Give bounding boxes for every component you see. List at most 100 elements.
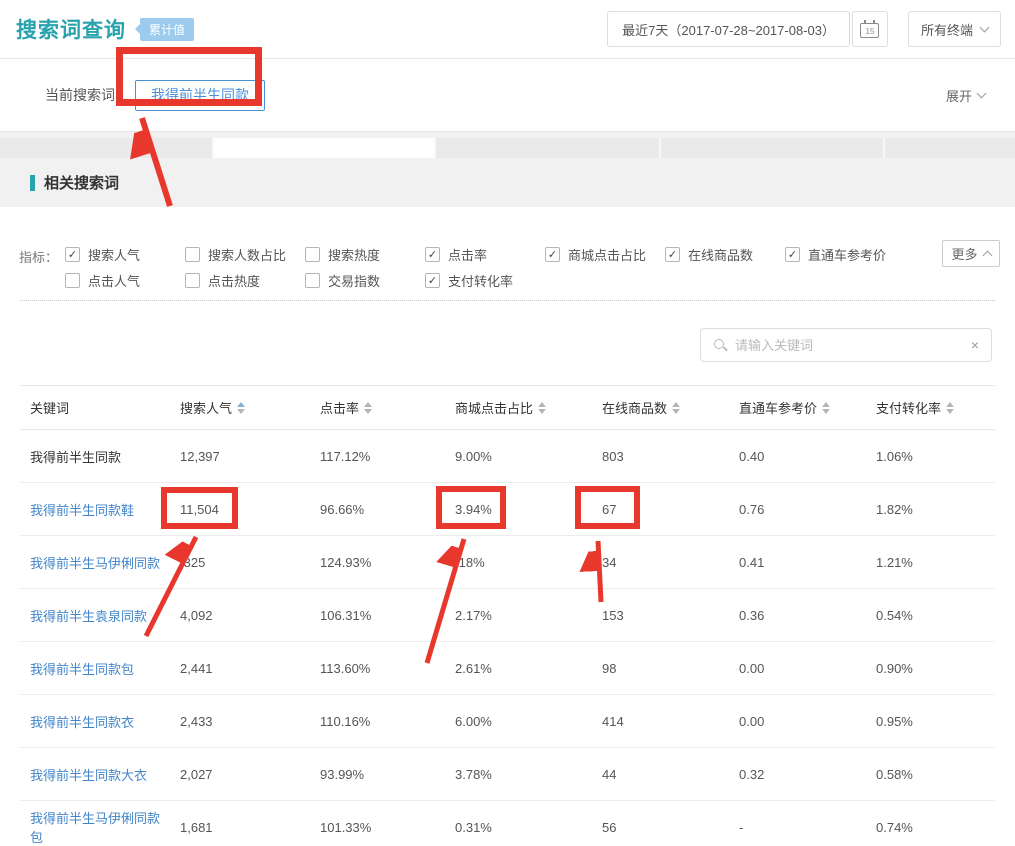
keyword-search-box: × <box>700 328 992 362</box>
metric-label: 交易指数 <box>328 274 381 289</box>
keyword-cell[interactable]: 我得前半生同款大衣 <box>20 747 170 801</box>
section-title-text: 相关搜索词 <box>44 175 120 192</box>
checkbox[interactable]: ✓ <box>65 247 80 262</box>
keyword-cell[interactable]: 我得前半生同款包 <box>20 641 170 695</box>
value-cell: 44 <box>592 747 729 801</box>
strip-tab[interactable] <box>661 138 885 158</box>
metric-label: 支付转化率 <box>448 274 514 289</box>
checkbox[interactable]: ✓ <box>665 247 680 262</box>
strip-tab[interactable] <box>885 138 1015 158</box>
value-cell: 0.41 <box>729 535 866 589</box>
clear-search-icon[interactable]: × <box>970 337 979 353</box>
related-search-terms-table: 关键词 搜索人气 点击率 商城点击占比 在线商品数 直通车参考价 支付转化率 我得前半生同款… <box>20 385 995 846</box>
divider <box>20 300 995 301</box>
metric-label: 点击率 <box>448 248 488 263</box>
metrics-row-1: ✓ 搜索人气 搜索人数占比 搜索热度 ✓ 点击率 ✓ 商城点击占比 ✓ 在线商品数 ✓ 直通车参考价 <box>65 245 935 264</box>
checkbox[interactable]: ✓ <box>545 247 560 262</box>
keyword-tab-button[interactable]: 我得前半生同款 <box>135 79 265 111</box>
checkbox[interactable]: ✓ <box>425 247 440 262</box>
value-cell: 153 <box>592 588 729 642</box>
metrics-label: 指标： <box>19 250 59 265</box>
value-cell: 1,681 <box>170 800 310 846</box>
strip-tab-selected[interactable] <box>214 138 436 158</box>
calendar-button[interactable]: 15 <box>851 11 888 47</box>
checkbox[interactable] <box>65 273 80 288</box>
table-row: 我得前半生同款 12,397 117.12% 9.00% 803 0.40 1.06% <box>20 429 995 483</box>
metrics-row-2: 点击人气 点击热度 交易指数 ✓ 支付转化率 <box>65 271 935 290</box>
section-title: 相关搜索词 <box>30 172 119 193</box>
keyword-cell[interactable]: 我得前半生马伊俐同款 <box>20 535 170 589</box>
table-row: 我得前半生马伊俐同款 ,325 124.93% .18% 34 0.41 1.21% <box>20 535 995 589</box>
sort-icon[interactable] <box>822 401 831 414</box>
checkbox[interactable] <box>185 273 200 288</box>
column-header-label: 商城点击占比 <box>455 401 534 416</box>
metric-item: ✓ 搜索人气 <box>65 245 185 264</box>
column-header-label: 支付转化率 <box>876 401 942 416</box>
value-cell: 2,027 <box>170 747 310 801</box>
sort-icon[interactable] <box>538 401 547 414</box>
metric-item: ✓ 直通车参考价 <box>785 245 905 264</box>
value-cell: 0.36 <box>729 588 866 642</box>
table-row: 我得前半生同款包 2,441 113.60% 2.61% 98 0.00 0.90% <box>20 641 995 695</box>
value-cell: 3.78% <box>445 747 592 801</box>
value-cell: 1.06% <box>866 429 995 483</box>
metric-item: 点击人气 <box>65 271 185 290</box>
value-cell: 0.74% <box>866 800 995 846</box>
column-header-label: 直通车参考价 <box>739 401 818 416</box>
value-cell: 124.93% <box>310 535 445 589</box>
checkbox[interactable] <box>185 247 200 262</box>
keyword-search-input[interactable] <box>735 337 971 353</box>
value-cell: 106.31% <box>310 588 445 642</box>
value-cell: 113.60% <box>310 641 445 695</box>
keyword-cell[interactable]: 我得前半生同款衣 <box>20 694 170 748</box>
metric-item: 搜索人数占比 <box>185 245 305 264</box>
strip-tab[interactable] <box>436 138 661 158</box>
column-header-label: 搜索人气 <box>180 401 233 416</box>
value-cell: 0.76 <box>729 482 866 536</box>
checkbox[interactable] <box>305 273 320 288</box>
value-cell: 0.90% <box>866 641 995 695</box>
metric-label: 搜索人气 <box>88 248 141 263</box>
section-title-bar <box>30 174 35 191</box>
value-cell: 98 <box>592 641 729 695</box>
metric-item: ✓ 商城点击占比 <box>545 245 665 264</box>
metric-label: 搜索人数占比 <box>208 248 287 263</box>
page-title: 搜索词查询 <box>16 19 126 42</box>
keyword-cell: 我得前半生同款 <box>20 429 170 483</box>
sort-icon[interactable] <box>237 401 246 414</box>
value-cell: 9.00% <box>445 429 592 483</box>
current-search-term-label: 当前搜索词 <box>45 87 115 103</box>
chevron-down-icon <box>976 88 987 99</box>
terminal-dropdown[interactable]: 所有终端 <box>907 11 1001 47</box>
value-cell: - <box>729 800 866 846</box>
checkbox[interactable]: ✓ <box>785 247 800 262</box>
keyword-cell[interactable]: 我得前半生同款鞋 <box>20 482 170 536</box>
value-cell: 67 <box>592 482 729 536</box>
checkbox[interactable] <box>305 247 320 262</box>
search-term-tab-bar: 当前搜索词 我得前半生同款 展开 <box>0 58 1015 132</box>
search-icon <box>713 338 727 352</box>
sort-icon[interactable] <box>672 401 681 414</box>
sort-icon[interactable] <box>364 401 373 414</box>
checkbox[interactable]: ✓ <box>425 273 440 288</box>
more-button[interactable]: 更多 <box>942 240 1000 267</box>
keyword-cell[interactable]: 我得前半生马伊俐同款包 <box>20 800 170 846</box>
expand-toggle[interactable]: 展开 <box>945 86 987 105</box>
date-range-selector[interactable]: 最近7天（2017-07-28~2017-08-03） <box>607 11 850 47</box>
sort-icon[interactable] <box>946 401 955 414</box>
value-cell: .18% <box>445 535 592 589</box>
top-controls: 最近7天（2017-07-28~2017-08-03） 15 所有终端 <box>607 11 1001 47</box>
expand-label: 展开 <box>945 88 972 104</box>
column-header-label: 点击率 <box>320 401 360 416</box>
metric-label: 点击人气 <box>88 274 141 289</box>
strip-tab[interactable] <box>0 138 214 158</box>
value-cell: 414 <box>592 694 729 748</box>
value-cell: 0.54% <box>866 588 995 642</box>
keyword-cell[interactable]: 我得前半生袁泉同款 <box>20 588 170 642</box>
metric-item: 搜索热度 <box>305 245 425 264</box>
metric-item: 点击热度 <box>185 271 305 290</box>
metric-item: ✓ 点击率 <box>425 245 545 264</box>
value-cell: 0.95% <box>866 694 995 748</box>
cumulative-value-badge: 累计值 <box>134 17 195 41</box>
value-cell: 1.82% <box>866 482 995 536</box>
